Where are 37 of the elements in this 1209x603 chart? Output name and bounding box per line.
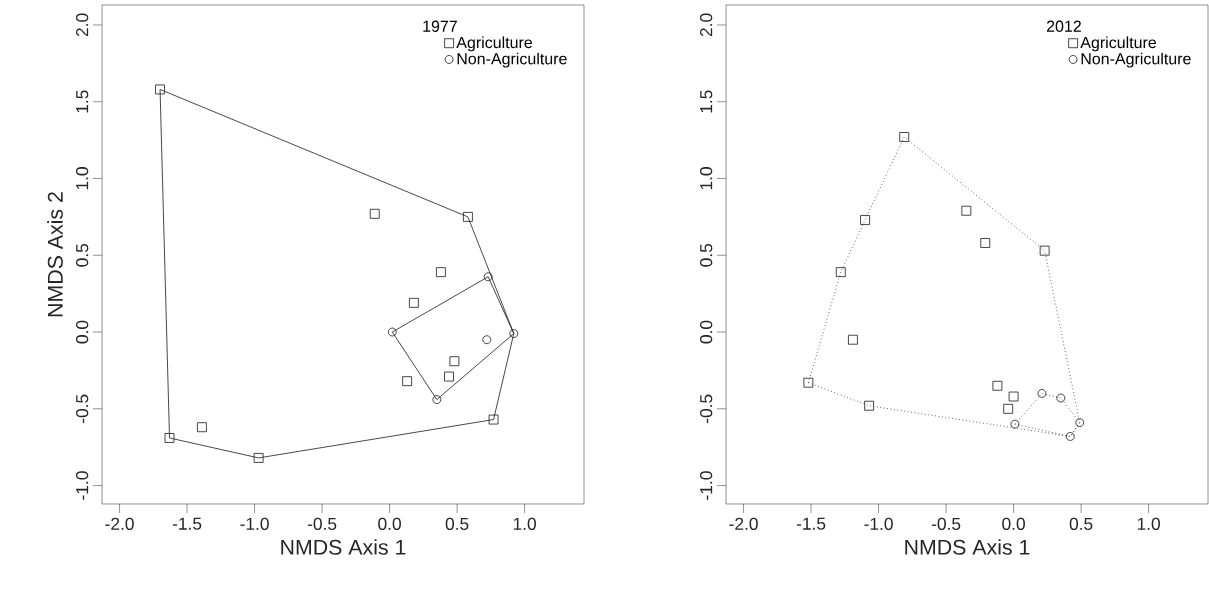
x-tick-label: -2.0 bbox=[105, 517, 134, 530]
x-tick-label: 0.0 bbox=[1002, 517, 1025, 530]
x-tick-label: -1.0 bbox=[864, 517, 893, 530]
legend-title: 1977 bbox=[423, 20, 457, 32]
y-tick-label: 0.5 bbox=[700, 243, 713, 267]
legend-title: 2012 bbox=[1046, 20, 1081, 32]
y-tick-label: 1.0 bbox=[700, 167, 713, 190]
legend-label: Agriculture bbox=[1080, 36, 1157, 52]
y-tick-label: 1.5 bbox=[700, 90, 713, 113]
y-tick-label: -0.5 bbox=[76, 394, 89, 423]
y-axis-title: NMDS Axis 2 bbox=[47, 192, 63, 317]
x-tick-label: 0.0 bbox=[378, 517, 401, 530]
y-tick-label: -1.0 bbox=[700, 471, 713, 500]
x-tick-label: -2.0 bbox=[729, 517, 758, 530]
y-tick-label: 1.0 bbox=[76, 167, 89, 190]
y-tick-label: 0.0 bbox=[76, 320, 89, 344]
y-tick-label: 2.0 bbox=[76, 13, 89, 37]
legend-label: Non-Agriculture bbox=[1081, 52, 1191, 68]
x-axis-title: NMDS Axis 1 bbox=[905, 539, 1030, 555]
x-axis-title: NMDS Axis 1 bbox=[281, 539, 406, 555]
x-tick-label: 1.0 bbox=[513, 517, 536, 530]
y-tick-label: 0.5 bbox=[76, 243, 89, 267]
x-tick-label: 1.0 bbox=[1137, 517, 1160, 530]
x-tick-label: -1.5 bbox=[172, 517, 202, 530]
y-tick-label: -0.5 bbox=[700, 394, 713, 423]
x-tick-label: 0.5 bbox=[1069, 517, 1093, 530]
legend-label: Agriculture bbox=[456, 36, 533, 52]
x-tick-label: -1.5 bbox=[796, 517, 826, 530]
y-tick-label: 0.0 bbox=[700, 320, 713, 344]
x-tick-label: -0.5 bbox=[931, 517, 961, 530]
y-tick-label: 1.5 bbox=[76, 90, 89, 113]
y-tick-label: -1.0 bbox=[76, 471, 89, 500]
x-tick-label: -0.5 bbox=[307, 517, 337, 530]
x-tick-label: 0.5 bbox=[445, 517, 469, 530]
legend-label: Non-Agriculture bbox=[457, 52, 567, 68]
y-tick-label: 2.0 bbox=[700, 13, 713, 37]
x-tick-label: -1.0 bbox=[240, 517, 269, 530]
